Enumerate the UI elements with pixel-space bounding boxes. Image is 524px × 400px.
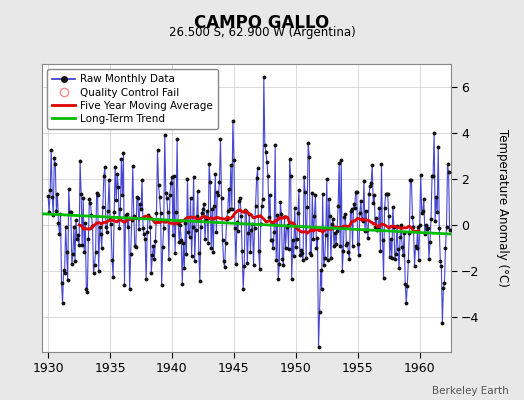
Text: CAMPO GALLO: CAMPO GALLO <box>194 14 330 32</box>
Text: Berkeley Earth: Berkeley Earth <box>432 386 508 396</box>
Y-axis label: Temperature Anomaly (°C): Temperature Anomaly (°C) <box>496 129 509 287</box>
Legend: Raw Monthly Data, Quality Control Fail, Five Year Moving Average, Long-Term Tren: Raw Monthly Data, Quality Control Fail, … <box>47 69 219 129</box>
Text: 26.500 S, 62.900 W (Argentina): 26.500 S, 62.900 W (Argentina) <box>169 26 355 39</box>
